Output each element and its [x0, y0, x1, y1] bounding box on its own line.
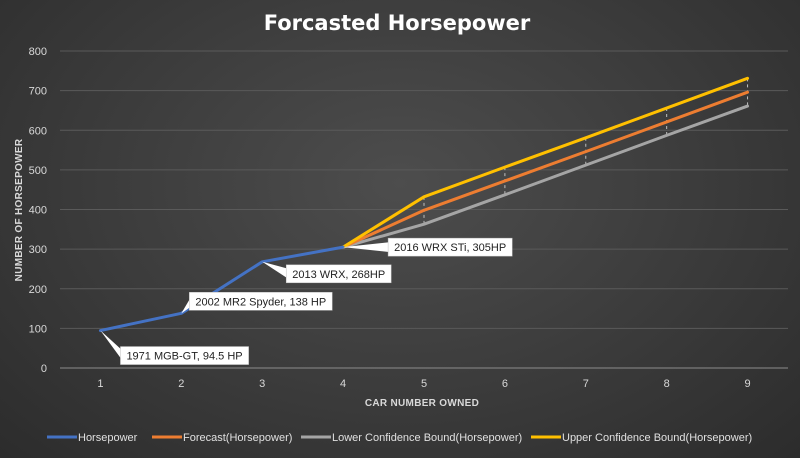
legend-item: Lower Confidence Bound(Horsepower) [301, 432, 522, 444]
series-line-2 [341, 104, 750, 249]
callout-layer: 1971 MGB-GT, 94.5 HP 2002 MR2 Spyder, 138… [100, 237, 513, 365]
x-tick-label: 5 [421, 378, 427, 390]
x-tick-label: 9 [744, 378, 750, 390]
annotation-leader [262, 261, 289, 279]
y-tick-label: 500 [29, 165, 47, 177]
annotation-text: 2016 WRX STi, 305HP [394, 242, 506, 254]
x-axis-title: CAR NUMBER OWNED [365, 398, 479, 409]
legend: Horsepower Forecast(Horsepower) Lower Conf… [47, 432, 752, 444]
axis-layer: 0 100 200 300 400 500 600 700 800 1 2 3 4 5 6 7 8 9 [29, 46, 751, 390]
y-tick-label: 700 [29, 86, 47, 98]
x-tick-label: 7 [583, 378, 589, 390]
annotation-callout: 1971 MGB-GT, 94.5 HP [100, 330, 249, 365]
y-axis-title: NUMBER OF HORSEPOWER [14, 138, 25, 281]
annotation-callout: 2013 WRX, 268HP [262, 261, 392, 284]
y-tick-label: 100 [29, 323, 47, 335]
annotation-callout: 2016 WRX STi, 305HP [343, 237, 513, 257]
x-tick-label: 3 [259, 378, 265, 390]
legend-label: Forecast(Horsepower) [183, 432, 292, 444]
series-layer [98, 76, 750, 333]
annotation-box [120, 346, 249, 365]
series-line-0 [98, 245, 345, 333]
chart-title: Forcasted Horsepower [264, 11, 531, 35]
legend-item: Forecast(Horsepower) [152, 432, 292, 444]
series-line-3 [341, 76, 750, 249]
legend-label: Upper Confidence Bound(Horsepower) [562, 432, 752, 444]
annotation-box [189, 292, 333, 311]
annotation-box [285, 264, 392, 284]
x-tick-label: 8 [664, 378, 670, 390]
annotation-leader [181, 296, 192, 314]
legend-label: Lower Confidence Bound(Horsepower) [332, 432, 522, 444]
annotation-leader [343, 242, 391, 253]
series-line-1 [341, 90, 750, 249]
x-tick-label: 4 [340, 378, 346, 390]
annotation-text: 1971 MGB-GT, 94.5 HP [126, 351, 242, 363]
y-tick-label: 300 [29, 244, 47, 256]
x-tick-label: 6 [502, 378, 508, 390]
legend-item: Upper Confidence Bound(Horsepower) [531, 432, 752, 444]
annotation-box [387, 237, 513, 257]
legend-label: Horsepower [78, 432, 138, 444]
annotation-text: 2002 MR2 Spyder, 138 HP [195, 296, 326, 308]
annotation-leader [100, 330, 123, 361]
y-tick-label: 800 [29, 46, 47, 58]
x-tick-label: 1 [97, 378, 103, 390]
annotation-callout: 2002 MR2 Spyder, 138 HP [181, 292, 333, 314]
legend-item: Horsepower [47, 432, 138, 444]
y-tick-label: 200 [29, 284, 47, 296]
y-tick-label: 600 [29, 125, 47, 137]
y-tick-label: 400 [29, 205, 47, 217]
annotation-text: 2013 WRX, 268HP [292, 269, 385, 281]
x-tick-label: 2 [178, 378, 184, 390]
y-tick-label: 0 [41, 363, 47, 375]
